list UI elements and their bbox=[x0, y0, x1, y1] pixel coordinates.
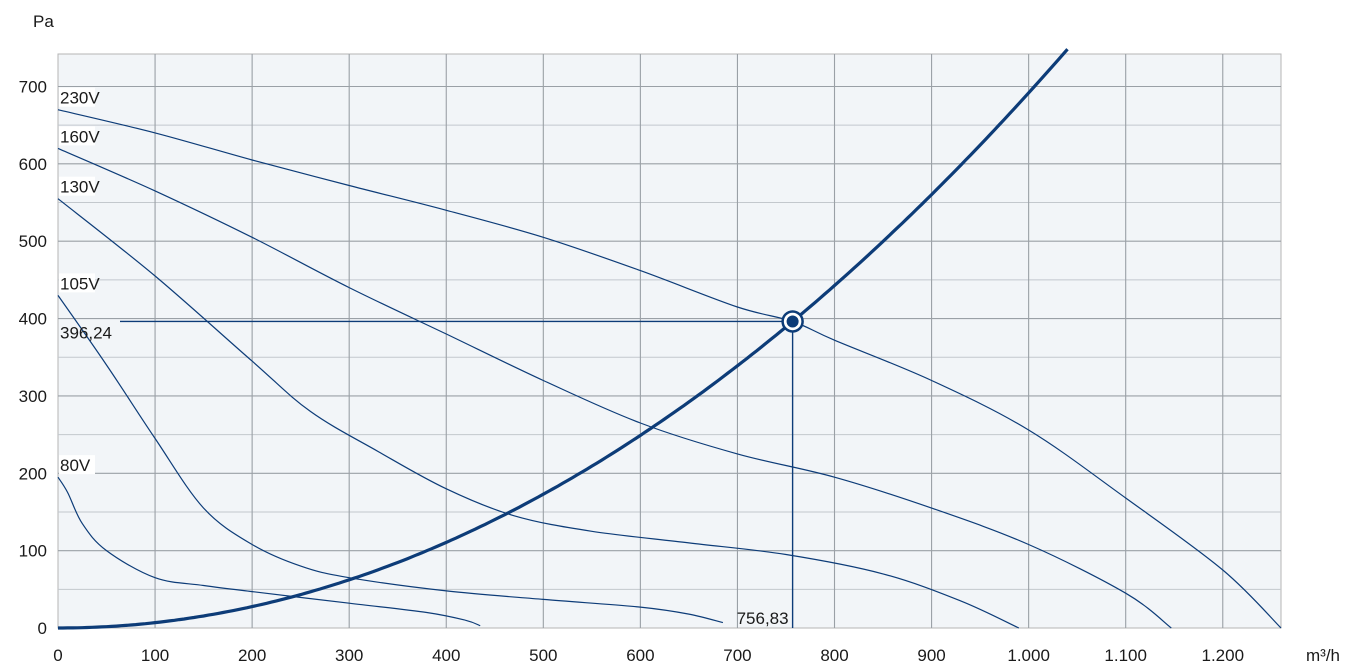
curve-label-230v: 230V bbox=[60, 89, 100, 108]
x-axis-unit: m³/h bbox=[1306, 646, 1340, 665]
operating-point-marker bbox=[781, 310, 804, 333]
x-axis-ticks: 0 100 200 300 400 500 600 700 800 900 1.000 1.100 1.… bbox=[53, 646, 1244, 665]
fan-curve-80v bbox=[57, 476, 481, 627]
x-tick-label: 200 bbox=[238, 646, 266, 665]
x-tick-label: 900 bbox=[917, 646, 945, 665]
operating-point-guides bbox=[120, 320, 794, 628]
x-tick-label: 800 bbox=[820, 646, 848, 665]
x-tick-label: 400 bbox=[432, 646, 460, 665]
curve-label-160v: 160V bbox=[60, 127, 100, 146]
operating-point-airflow-label: 756,83 bbox=[737, 609, 789, 628]
x-tick-label: 600 bbox=[626, 646, 654, 665]
x-tick-label: 300 bbox=[335, 646, 363, 665]
curve-label-130v: 130V bbox=[60, 178, 100, 197]
fan-curves bbox=[57, 109, 1282, 629]
fan-curve-160v bbox=[57, 147, 1172, 629]
curve-label-bg bbox=[59, 273, 95, 293]
curve-label-bg bbox=[59, 126, 95, 146]
fan-curve-130v bbox=[57, 198, 1020, 629]
y-tick-label: 0 bbox=[38, 619, 47, 638]
x-tick-label: 0 bbox=[53, 646, 62, 665]
fan-curve-230v bbox=[57, 109, 1282, 629]
curve-label-bg bbox=[59, 176, 95, 196]
system-curve bbox=[58, 48, 1069, 630]
y-tick-label: 500 bbox=[19, 232, 47, 251]
y-axis-unit: Pa bbox=[33, 12, 54, 31]
curve-label-105v: 105V bbox=[60, 274, 100, 293]
curve-label-bg bbox=[59, 87, 95, 107]
x-tick-label: 1.200 bbox=[1201, 646, 1244, 665]
operating-point-dot bbox=[786, 315, 799, 328]
plot-area bbox=[57, 53, 1282, 629]
x-tick-label: 500 bbox=[529, 646, 557, 665]
fan-curve-labels: 230V 160V 130V 105V 80V bbox=[59, 87, 100, 475]
y-tick-label: 200 bbox=[19, 464, 47, 483]
y-tick-label: 300 bbox=[19, 387, 47, 406]
x-tick-label: 700 bbox=[723, 646, 751, 665]
x-tick-label: 1.100 bbox=[1104, 646, 1147, 665]
fan-curve-105v bbox=[57, 295, 724, 624]
major-gridlines bbox=[58, 54, 1281, 628]
y-tick-label: 700 bbox=[19, 78, 47, 97]
curve-label-80v: 80V bbox=[60, 456, 91, 475]
minor-gridlines bbox=[58, 124, 1281, 590]
y-tick-label: 400 bbox=[19, 310, 47, 329]
curve-label-bg bbox=[59, 455, 95, 475]
y-axis-ticks: 0 100 200 300 400 500 600 700 bbox=[19, 78, 47, 639]
y-tick-label: 600 bbox=[19, 155, 47, 174]
x-tick-label: 1.000 bbox=[1007, 646, 1050, 665]
x-tick-label: 100 bbox=[141, 646, 169, 665]
y-tick-label: 100 bbox=[19, 542, 47, 561]
operating-point-pressure-label: 396,24 bbox=[60, 323, 112, 342]
